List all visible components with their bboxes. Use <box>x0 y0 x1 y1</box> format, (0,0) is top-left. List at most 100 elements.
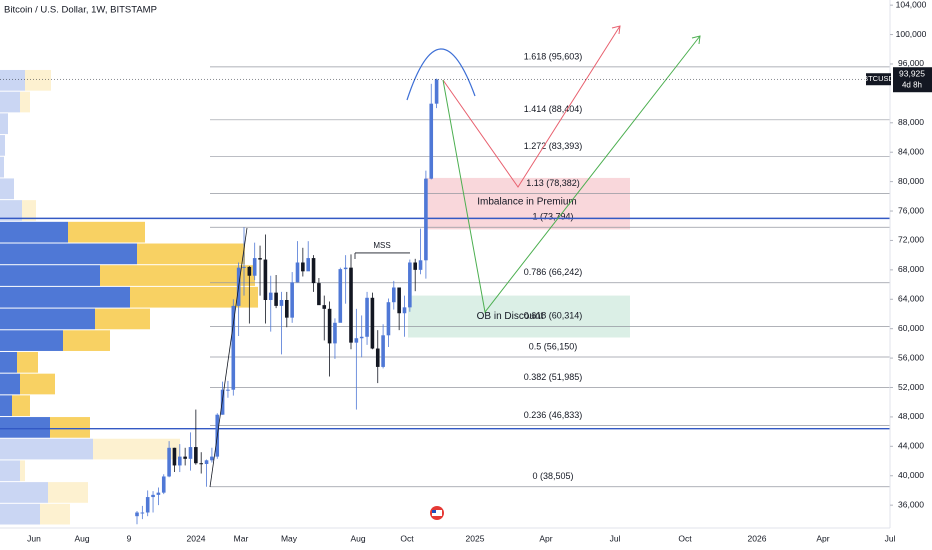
x-tick-label: Aug <box>350 533 365 543</box>
volume-up <box>0 373 20 395</box>
volume-down <box>40 503 70 525</box>
candle-body <box>413 262 417 270</box>
fib-label: 1.618 (95,603) <box>524 51 583 61</box>
volume-down <box>130 286 258 308</box>
candle-body <box>327 308 332 344</box>
volume-down <box>20 373 55 395</box>
mss-label: MSS <box>373 241 390 250</box>
candle-body <box>338 269 343 323</box>
fib-label: 0.618 (60,314) <box>524 311 583 321</box>
fib-label: 0.5 (56,150) <box>529 341 578 351</box>
candle-body <box>188 447 193 459</box>
x-tick-label: Aug <box>74 533 89 543</box>
candle-body <box>354 338 359 343</box>
fib-label: 0.236 (46,833) <box>524 410 583 420</box>
candle-body <box>242 266 246 268</box>
volume-down <box>137 243 245 265</box>
volume-up <box>0 330 63 351</box>
candle-body <box>258 258 262 260</box>
candle-body <box>306 258 310 272</box>
candle-body <box>343 267 348 270</box>
y-tick-label: 56,000 <box>898 352 924 362</box>
y-tick-label: 84,000 <box>898 146 924 156</box>
x-tick-label: May <box>281 533 298 543</box>
volume-up <box>0 438 93 460</box>
volume-down <box>63 330 110 351</box>
fib-label: 1.272 (83,393) <box>524 141 583 151</box>
zone <box>408 295 630 338</box>
volume-down <box>25 69 51 91</box>
event-icon <box>432 510 442 516</box>
volume-up <box>0 351 17 373</box>
volume-down <box>100 265 255 286</box>
x-tick-label: Jul <box>610 533 621 543</box>
candle-body <box>263 259 268 300</box>
volume-up <box>0 482 48 503</box>
countdown-label: 4d 8h <box>902 80 922 89</box>
volume-down <box>93 438 180 460</box>
candle-body <box>247 266 252 276</box>
candle-body <box>397 287 401 314</box>
candle-body <box>381 335 385 367</box>
zone <box>425 177 630 230</box>
y-tick-label: 40,000 <box>898 470 924 480</box>
x-tick-label: Oct <box>678 533 692 543</box>
volume-up <box>0 243 137 265</box>
candle-body <box>183 456 187 459</box>
x-tick-label: Apr <box>539 533 552 543</box>
volume-down <box>20 91 30 113</box>
x-tick-label: 2026 <box>748 533 767 543</box>
candle-body <box>301 262 305 272</box>
last-price-label: 93,925 <box>899 68 925 78</box>
candle-body <box>178 456 182 466</box>
volume-up <box>0 135 5 156</box>
x-tick-label: Mar <box>234 533 249 543</box>
fib-label: 0.786 (66,242) <box>524 267 583 277</box>
x-tick-label: 9 <box>127 533 132 543</box>
fib-label: 1 (73,794) <box>532 212 573 222</box>
y-tick-label: 36,000 <box>898 499 924 509</box>
candle-body <box>252 258 257 276</box>
candle-body <box>349 267 353 343</box>
trend-line <box>209 227 248 488</box>
x-tick-label: 2024 <box>187 533 206 543</box>
candle-body <box>429 103 434 179</box>
candle-body <box>156 492 161 495</box>
candle-body <box>161 476 166 493</box>
volume-down <box>48 482 88 503</box>
arrow-head <box>691 35 701 45</box>
y-tick-label: 88,000 <box>898 117 924 127</box>
x-tick-label: Jun <box>27 533 41 543</box>
x-tick-label: 2025 <box>466 533 485 543</box>
x-tick-label: Jul <box>885 533 896 543</box>
bull-path <box>442 35 701 314</box>
candle-body <box>359 336 364 339</box>
volume-up <box>0 395 12 417</box>
zone-label: Imbalance in Premium <box>477 196 576 207</box>
candle-body <box>210 456 214 461</box>
y-tick-label: 104,000 <box>896 0 927 9</box>
candle-body <box>204 460 209 464</box>
candle-body <box>268 292 273 300</box>
candle-body <box>333 322 337 344</box>
y-tick-label: 96,000 <box>898 58 924 68</box>
candle-body <box>317 283 321 306</box>
volume-up <box>0 156 4 178</box>
volume-up <box>0 113 8 135</box>
candle-body <box>135 512 139 517</box>
bear-path <box>442 25 621 188</box>
volume-up <box>0 221 68 243</box>
y-tick-label: 52,000 <box>898 382 924 392</box>
price-box <box>893 67 932 93</box>
y-tick-label: 72,000 <box>898 235 924 245</box>
candle-body <box>408 262 412 308</box>
candle-body <box>370 297 375 349</box>
projection-arc <box>406 48 476 101</box>
candle-body <box>375 348 380 367</box>
y-tick-label: 76,000 <box>898 205 924 215</box>
zone-label: OB in Discount <box>477 311 544 322</box>
candle-body <box>231 305 236 390</box>
candle-body <box>290 282 294 318</box>
fib-label: 1.13 (78,382) <box>526 178 580 188</box>
